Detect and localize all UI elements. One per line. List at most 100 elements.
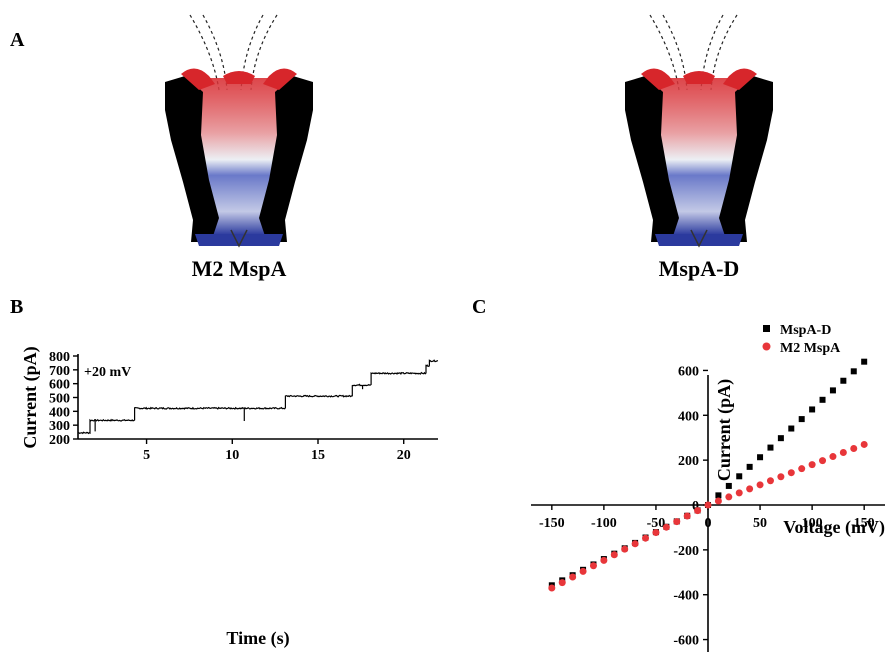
data-point xyxy=(819,396,826,403)
data-point xyxy=(798,416,805,423)
pore-wall-left xyxy=(165,76,219,242)
y-tick-label: 200 xyxy=(49,433,70,448)
data-point xyxy=(683,512,691,520)
pore-structure-m2-mspa xyxy=(165,14,313,248)
current-trace-line xyxy=(77,359,439,435)
iv-curve-chart: -150 -100 -50 0 50 100 150 -600 -400 -200 0 200 400 6… xyxy=(531,323,885,652)
structure-caption-mspa-d: MspA-D xyxy=(659,256,740,281)
panel-c-label: C xyxy=(472,296,486,318)
data-point xyxy=(725,482,732,489)
data-point xyxy=(788,425,795,432)
x-tick-label: -50 xyxy=(647,516,666,531)
legend-marker xyxy=(763,325,770,332)
data-point xyxy=(746,485,754,493)
data-point xyxy=(548,584,556,592)
x-tick-label: 5 xyxy=(143,448,150,463)
y-tick-label: -600 xyxy=(673,634,699,649)
data-point xyxy=(610,551,618,559)
data-point xyxy=(850,444,858,452)
data-point xyxy=(809,406,816,413)
data-point xyxy=(757,454,764,461)
pore-rim-charge xyxy=(723,68,757,90)
x-tick-label: 150 xyxy=(854,516,875,531)
data-point xyxy=(798,465,806,473)
data-point xyxy=(829,453,837,461)
legend-entry: M2 MspA xyxy=(762,341,841,356)
data-point xyxy=(715,492,722,499)
data-point xyxy=(569,573,577,581)
y-tick-label: -400 xyxy=(673,589,699,604)
data-point xyxy=(558,579,566,587)
structure-caption-m2-mspa: M2 MspA xyxy=(192,256,287,281)
pore-structure-mspa-d xyxy=(625,14,773,248)
data-point xyxy=(766,477,774,485)
legend-label: M2 MspA xyxy=(780,341,841,356)
data-point xyxy=(777,473,785,481)
data-point xyxy=(621,545,629,553)
x-axis-title: Time (s) xyxy=(226,628,289,649)
data-point xyxy=(652,529,660,537)
data-point xyxy=(756,481,764,489)
data-point xyxy=(714,497,722,505)
legend-entry: MspA-D xyxy=(763,323,831,338)
pore-rim-charge xyxy=(683,71,715,84)
x-tick-label: 15 xyxy=(311,448,325,463)
pore-wall-right xyxy=(259,76,313,242)
data-point xyxy=(746,463,753,470)
data-point xyxy=(829,387,836,394)
data-point xyxy=(600,556,608,564)
pore-rim-charge xyxy=(641,68,675,90)
data-point xyxy=(787,469,795,477)
y-tick-label: 600 xyxy=(678,364,699,379)
pore-wall-right xyxy=(719,76,773,242)
data-point xyxy=(777,435,784,442)
data-point xyxy=(860,440,868,448)
tunnel-guide-line xyxy=(240,14,264,91)
data-point xyxy=(694,507,702,515)
x-tick-label: 50 xyxy=(753,516,767,531)
data-point xyxy=(642,534,650,542)
series-m2-mspa xyxy=(548,440,868,592)
y-tick-label: 400 xyxy=(49,405,70,420)
data-point xyxy=(579,567,587,575)
y-tick-label: 800 xyxy=(49,350,70,365)
voltage-annotation: +20 mV xyxy=(84,365,131,380)
pore-rim-charge xyxy=(223,71,255,84)
data-point xyxy=(662,523,670,531)
data-point xyxy=(808,461,816,469)
x-tick-label: 10 xyxy=(225,448,239,463)
y-tick-label: 700 xyxy=(49,364,70,379)
panel-a-label: A xyxy=(10,29,25,51)
y-axis-title: Current (pA) xyxy=(20,346,41,448)
pore-constriction xyxy=(690,229,708,248)
pore-base-charge xyxy=(195,234,283,246)
data-point xyxy=(589,562,597,570)
y-tick-label: 600 xyxy=(49,378,70,393)
x-tick-label: 20 xyxy=(397,448,411,463)
pore-rim-charge xyxy=(181,68,215,90)
pore-wall-left xyxy=(625,76,679,242)
data-point xyxy=(704,501,712,509)
data-point xyxy=(725,493,733,501)
y-tick-label: 0 xyxy=(692,499,699,514)
y-tick-label: 200 xyxy=(678,454,699,469)
x-axis-title: Voltage (mV) xyxy=(783,517,885,538)
data-point xyxy=(839,449,847,457)
data-point xyxy=(819,457,827,465)
data-point xyxy=(735,489,743,497)
data-point xyxy=(673,518,681,526)
x-tick-label: -100 xyxy=(591,516,617,531)
y-tick-label: 300 xyxy=(49,419,70,434)
y-tick-label: 500 xyxy=(49,392,70,407)
data-point xyxy=(736,473,743,480)
data-point xyxy=(631,540,639,548)
x-tick-label: -150 xyxy=(539,516,565,531)
y-axis-title: Current (pA) xyxy=(714,379,735,481)
data-point xyxy=(767,444,774,451)
x-tick-label: 100 xyxy=(802,516,823,531)
legend-label: MspA-D xyxy=(780,323,831,338)
y-tick-label: -200 xyxy=(673,544,699,559)
pore-rim-charge xyxy=(263,68,297,90)
